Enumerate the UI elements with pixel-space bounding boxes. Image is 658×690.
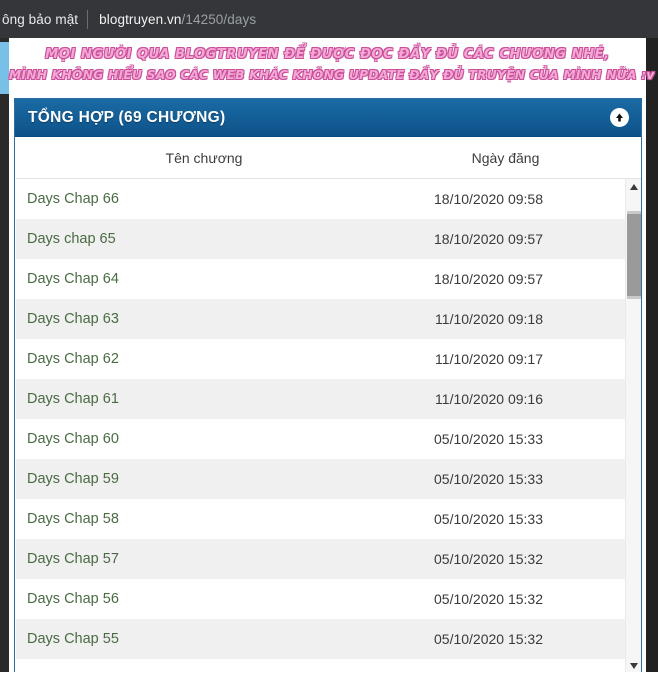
- page-title: TỔNG HỢP (69 CHƯƠNG): [28, 108, 226, 126]
- chapter-date: 05/10/2020 15:33: [434, 511, 543, 527]
- chapter-link[interactable]: Days Chap 60: [27, 431, 119, 447]
- table-row[interactable]: Days Chap 64 18/10/2020 09:57: [16, 259, 628, 299]
- panel-header: TỔNG HỢP (69 CHƯƠNG): [15, 99, 641, 137]
- table-row[interactable]: Days Chap 61 11/10/2020 09:16: [16, 379, 628, 419]
- left-edge-strip: [0, 38, 9, 690]
- chapter-date: 11/10/2020 09:18: [435, 311, 543, 327]
- arrow-up-circle-icon[interactable]: [610, 108, 629, 127]
- right-edge-strip: [646, 38, 658, 690]
- url-path: /14250/days: [181, 11, 257, 27]
- chapter-date: 05/10/2020 15:32: [434, 631, 543, 647]
- chapter-link[interactable]: Days Chap 59: [27, 471, 119, 487]
- url-divider: [87, 9, 89, 29]
- column-header-date: Ngày đăng: [471, 149, 540, 166]
- table-row[interactable]: Days Chap 55 05/10/2020 15:32: [16, 619, 628, 659]
- table-row[interactable]: Days chap 65 18/10/2020 09:57: [16, 219, 628, 259]
- chapter-link[interactable]: Days Chap 58: [27, 511, 119, 527]
- chapter-link[interactable]: Days Chap 64: [27, 271, 119, 287]
- table-row[interactable]: Days Chap 58 05/10/2020 15:33: [16, 499, 628, 539]
- chapter-date: 18/10/2020 09:57: [434, 271, 543, 287]
- chapter-list-panel: TỔNG HỢP (69 CHƯƠNG) Tên chương Ngày đăn…: [14, 98, 642, 676]
- chapter-date: 11/10/2020 09:16: [435, 391, 543, 407]
- chapter-link[interactable]: Days Chap 66: [27, 191, 119, 207]
- chapter-date: 05/10/2020 15:32: [434, 551, 543, 567]
- chapter-date: 05/10/2020 15:33: [434, 431, 543, 447]
- chapter-rows: Days Chap 66 18/10/2020 09:58 Days chap 65…: [16, 179, 628, 674]
- browser-toolbar: ông bảo mật blogtruyen.vn/14250/days: [0, 0, 658, 38]
- table-header-row: Tên chương Ngày đăng: [16, 137, 641, 179]
- chapter-date: 18/10/2020 09:57: [434, 231, 543, 247]
- table-row[interactable]: Days Chap 66 18/10/2020 09:58: [16, 179, 628, 219]
- chapter-date: 05/10/2020 15:32: [434, 591, 543, 607]
- address-bar-url[interactable]: blogtruyen.vn/14250/days: [99, 12, 256, 27]
- triangle-up-icon[interactable]: [626, 179, 641, 195]
- chapter-date: 18/10/2020 09:58: [434, 191, 543, 207]
- announcement-line-2: MÌNH KHÔNG HIỂU SAO CÁC WEB KHÁC KHÔNG U…: [9, 68, 655, 82]
- table-row[interactable]: Days Chap 56 05/10/2020 15:32: [16, 579, 628, 619]
- chapter-date: 05/10/2020 15:33: [434, 471, 543, 487]
- security-status-label: ông bảo mật: [2, 11, 79, 27]
- chapter-link[interactable]: Days Chap 55: [27, 631, 119, 647]
- announcement-line-1: MỌI NGƯỜI QUA BLOGTRUYEN ĐỂ ĐƯỢC ĐỌC ĐẦY…: [45, 47, 610, 62]
- left-blue-accent: [0, 42, 9, 94]
- announcement-banner: MỌI NGƯỜI QUA BLOGTRUYEN ĐỂ ĐƯỢC ĐỌC ĐẦY…: [9, 44, 655, 86]
- bottom-strip: [0, 672, 658, 690]
- column-header-chapter-name: Tên chương: [165, 149, 243, 166]
- chapter-link[interactable]: Days Chap 63: [27, 311, 119, 327]
- chapter-link[interactable]: Days chap 65: [27, 231, 116, 247]
- chapter-list-scrollbar[interactable]: [625, 179, 641, 674]
- chapter-link[interactable]: Days Chap 61: [27, 391, 119, 407]
- chapter-list-viewport: Days Chap 66 18/10/2020 09:58 Days chap 65…: [16, 179, 641, 674]
- table-row[interactable]: Days Chap 59 05/10/2020 15:33: [16, 459, 628, 499]
- table-row[interactable]: Days Chap 60 05/10/2020 15:33: [16, 419, 628, 459]
- scrollbar-thumb[interactable]: [627, 211, 641, 299]
- chapter-date: 11/10/2020 09:17: [435, 351, 543, 367]
- table-row[interactable]: Days Chap 57 05/10/2020 15:32: [16, 539, 628, 579]
- chapter-link[interactable]: Days Chap 56: [27, 591, 119, 607]
- chapter-link[interactable]: Days Chap 62: [27, 351, 119, 367]
- table-row[interactable]: Days Chap 63 11/10/2020 09:18: [16, 299, 628, 339]
- url-host: blogtruyen.vn: [99, 11, 182, 27]
- chapter-link[interactable]: Days Chap 57: [27, 551, 119, 567]
- panel-body: Tên chương Ngày đăng Days Chap 66 18/10/2…: [15, 137, 641, 675]
- triangle-down-icon[interactable]: [626, 658, 641, 674]
- table-row[interactable]: Days Chap 62 11/10/2020 09:17: [16, 339, 628, 379]
